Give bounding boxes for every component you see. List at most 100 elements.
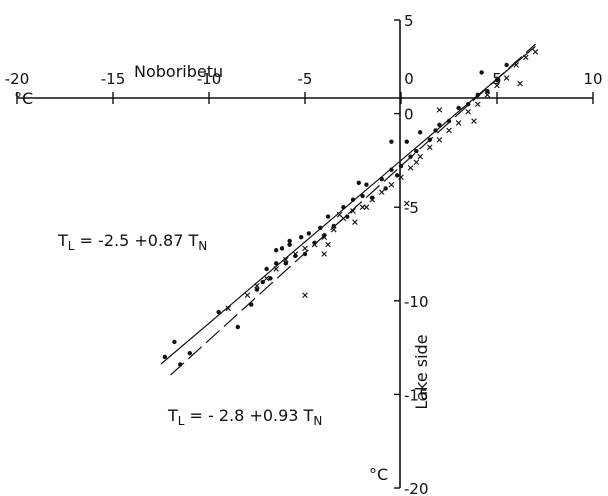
- data-point-cross: [471, 118, 477, 124]
- y-tick-label: -5: [404, 199, 419, 217]
- data-point-dot: [268, 276, 273, 281]
- data-point-cross: [475, 101, 481, 108]
- data-point-dot: [254, 287, 260, 292]
- data-point-cross: [417, 153, 423, 160]
- data-point-cross: [369, 196, 375, 203]
- data-point-cross: [407, 165, 414, 171]
- data-point-dot: [433, 128, 438, 133]
- data-point-cross: [321, 251, 327, 257]
- y-tick-label: 0: [404, 106, 414, 124]
- data-point-dot: [394, 173, 400, 178]
- data-point-dot: [475, 92, 480, 98]
- regression-lines: [160, 43, 536, 376]
- data-point-cross: [321, 234, 327, 240]
- data-point-cross: [503, 75, 510, 81]
- data-point-cross: [427, 144, 433, 151]
- data-point-dot: [279, 246, 285, 251]
- data-point-cross: [292, 251, 299, 257]
- data-point-dot: [356, 180, 361, 186]
- data-point-cross: [523, 54, 529, 61]
- y-axis-unit: °C: [369, 465, 388, 484]
- equation-lower: TL = - 2.8 +0.93 TN: [167, 406, 322, 428]
- data-point-dot: [364, 182, 369, 187]
- x-axis-unit: °C: [14, 89, 33, 108]
- x-tick-label: -10: [197, 70, 222, 88]
- data-point-cross: [532, 49, 539, 55]
- data-point-cross: [254, 283, 260, 289]
- data-point-dot: [456, 105, 461, 111]
- data-point-dot: [318, 225, 323, 230]
- data-point-dot: [504, 62, 509, 68]
- data-point-cross: [331, 226, 337, 233]
- data-point-dot: [479, 70, 484, 75]
- x-tick-label: -20: [5, 70, 30, 88]
- equation-upper: TL = -2.5 +0.87 TN: [57, 231, 207, 253]
- x-axis-ticks: -20-15-10-50510: [5, 70, 603, 104]
- data-point-cross: [455, 120, 462, 126]
- data-point-cross: [350, 208, 356, 214]
- data-point-dot: [172, 339, 177, 345]
- data-point-cross: [302, 292, 308, 298]
- data-point-dot: [260, 279, 265, 285]
- data-point-cross: [446, 127, 452, 134]
- data-point-dot: [249, 302, 254, 307]
- data-point-dot: [283, 261, 288, 266]
- x-tick-label: 10: [583, 70, 602, 88]
- data-point-cross: [403, 200, 410, 207]
- data-point-dot: [345, 214, 350, 219]
- data-point-dot: [216, 309, 221, 315]
- data-point-cross: [325, 241, 331, 248]
- data-point-cross: [484, 92, 491, 98]
- y-tick-label: -20: [404, 480, 429, 496]
- data-point-dot: [383, 186, 388, 191]
- data-point-dot: [360, 193, 365, 199]
- data-point-dot: [264, 266, 269, 272]
- data-point-dot: [341, 205, 346, 210]
- x-tick-label: -5: [298, 70, 313, 88]
- x-axis-label: Noboribetu: [134, 62, 223, 81]
- data-point-dot: [162, 354, 168, 360]
- data-point-cross: [336, 211, 343, 218]
- data-point-cross: [225, 305, 231, 312]
- data-point-cross: [436, 137, 443, 143]
- data-point-dot: [235, 324, 240, 330]
- data-points: [162, 49, 539, 367]
- y-tick-label: -15: [404, 386, 429, 404]
- x-tick-label: -15: [101, 70, 126, 88]
- data-point-cross: [494, 82, 500, 89]
- data-point-dot: [466, 102, 471, 107]
- data-point-dot: [298, 234, 304, 240]
- data-point-dot: [389, 139, 394, 144]
- regression-line: [160, 45, 536, 365]
- data-point-dot: [379, 176, 384, 182]
- data-point-dot: [274, 248, 279, 253]
- data-point-cross: [352, 219, 358, 225]
- data-point-cross: [379, 189, 385, 196]
- y-axis-label: Lake side: [412, 334, 431, 409]
- data-point-cross: [517, 80, 523, 87]
- data-point-cross: [244, 292, 251, 298]
- data-point-cross: [273, 266, 279, 272]
- data-point-dot: [389, 167, 394, 172]
- data-point-cross: [311, 241, 318, 248]
- data-point-dot: [325, 214, 331, 219]
- data-point-dot: [418, 130, 423, 135]
- data-point-dot: [427, 137, 432, 143]
- data-point-dot: [404, 139, 409, 144]
- data-point-dot: [408, 154, 413, 159]
- data-point-dot: [287, 242, 292, 247]
- data-point-cross: [436, 107, 443, 113]
- data-point-dot: [350, 197, 356, 202]
- regression-line: [170, 43, 536, 376]
- data-point-dot: [187, 351, 192, 356]
- data-point-cross: [513, 62, 519, 68]
- data-point-dot: [306, 231, 312, 236]
- data-point-cross: [363, 204, 370, 210]
- data-point-dot: [287, 238, 292, 244]
- data-point-dot: [274, 261, 279, 266]
- data-point-dot: [494, 77, 500, 83]
- data-point-dot: [437, 122, 442, 128]
- data-point-dot: [302, 251, 308, 257]
- data-point-cross: [388, 181, 395, 188]
- data-point-dot: [331, 223, 336, 229]
